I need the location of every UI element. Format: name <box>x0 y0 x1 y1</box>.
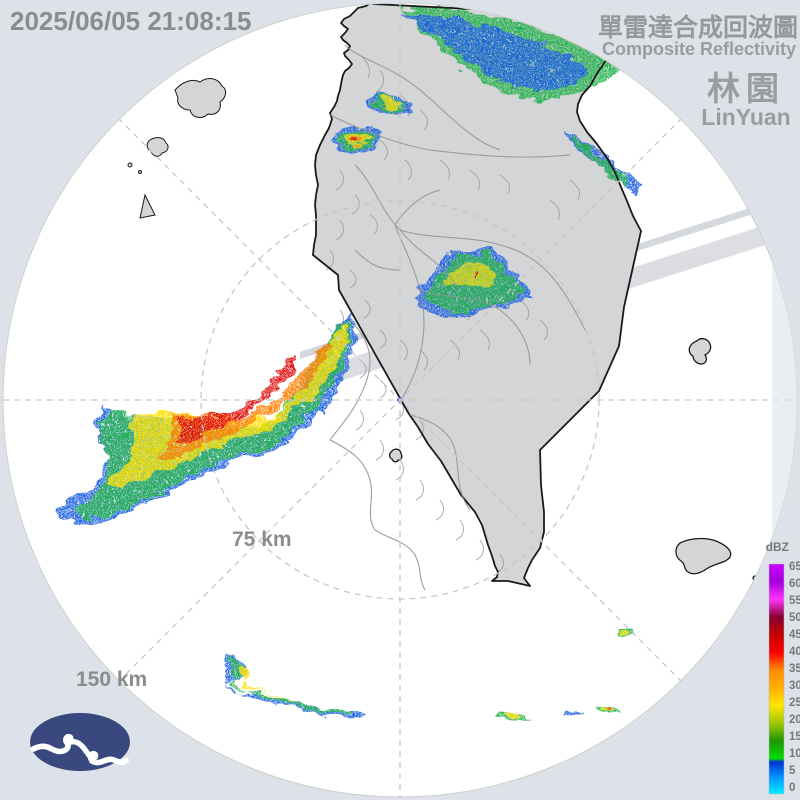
svg-text:5: 5 <box>789 765 796 777</box>
svg-text:60: 60 <box>789 578 800 590</box>
svg-text:10: 10 <box>789 748 800 760</box>
svg-text:dBZ: dBZ <box>766 540 789 554</box>
svg-text:15: 15 <box>789 731 800 743</box>
svg-text:55: 55 <box>789 595 800 607</box>
svg-text:0: 0 <box>789 782 795 794</box>
svg-text:30: 30 <box>789 680 800 692</box>
svg-text:65: 65 <box>789 561 800 573</box>
svg-text:25: 25 <box>789 697 800 709</box>
svg-text:50: 50 <box>789 612 800 624</box>
svg-text:45: 45 <box>789 629 800 641</box>
svg-text:40: 40 <box>789 646 800 658</box>
svg-text:20: 20 <box>789 714 800 726</box>
svg-text:35: 35 <box>789 663 800 675</box>
